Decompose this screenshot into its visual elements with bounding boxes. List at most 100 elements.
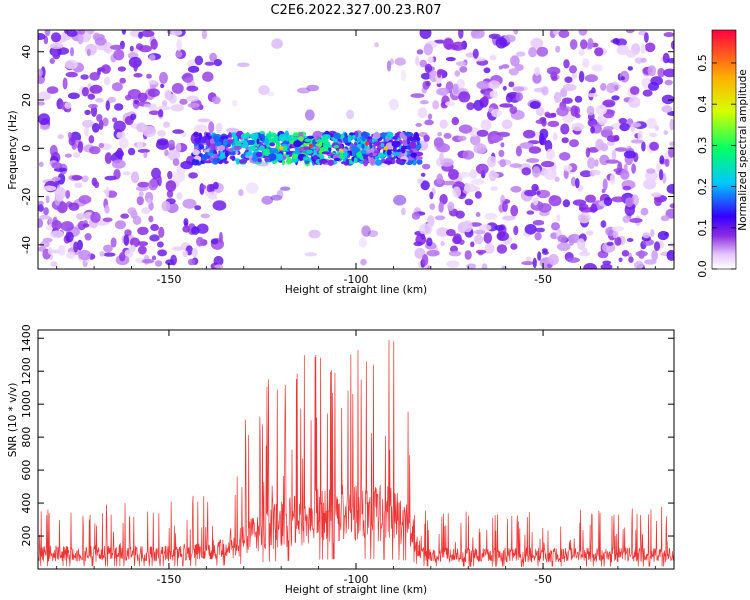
heatmap-cell	[487, 155, 497, 168]
heatmap-cell	[273, 135, 279, 142]
heatmap-cell	[267, 91, 275, 97]
heatmap-cell	[52, 176, 61, 182]
heatmap-cell	[641, 141, 646, 152]
heatmap-cell	[669, 141, 674, 147]
heatmap-cell	[147, 198, 152, 205]
heatmap-cell	[102, 117, 109, 127]
heatmap-cell	[618, 257, 623, 263]
heatmap-cell	[319, 147, 328, 151]
heatmap-cell	[490, 186, 498, 191]
heatmap-cell	[62, 77, 68, 90]
heatmap-cell	[564, 76, 573, 83]
heatmap-cell	[452, 186, 462, 198]
heatmap-cell	[133, 59, 139, 72]
heatmap-cell	[304, 252, 318, 257]
heatmap-cell	[43, 207, 49, 216]
heatmap-cell	[436, 173, 444, 185]
heatmap-cell	[668, 146, 674, 158]
heatmap-cell	[215, 122, 223, 134]
heatmap-cell	[39, 124, 50, 131]
heatmap-cell	[64, 102, 72, 109]
heatmap-cell	[642, 89, 653, 97]
heatmap-cell	[612, 37, 620, 45]
heatmap-cell	[143, 103, 152, 108]
heatmap-cell	[182, 72, 194, 83]
heatmap-cell	[186, 85, 199, 92]
heatmap-cell	[411, 212, 421, 220]
heatmap-cell	[38, 161, 44, 168]
heatmap-cell	[459, 66, 468, 73]
heatmap-cell	[146, 73, 152, 79]
heatmap-cell	[515, 92, 523, 102]
heatmap-cell	[574, 95, 583, 103]
heatmap-cell	[175, 142, 182, 153]
heatmap-cell	[640, 207, 649, 216]
x-tick-label: -50	[534, 573, 552, 586]
heatmap-cell	[409, 149, 413, 154]
heatmap-cell	[89, 84, 103, 94]
heatmap-cell	[578, 49, 585, 56]
heatmap-cell	[439, 152, 444, 164]
heatmap-cell	[415, 55, 420, 66]
heatmap-cell	[591, 64, 603, 72]
heatmap-cell	[187, 65, 200, 73]
spectrogram-x-axis-label: Height of straight line (km)	[285, 284, 427, 296]
heatmap-cell	[648, 132, 658, 138]
heatmap-cell	[401, 145, 406, 154]
heatmap-cell	[532, 166, 541, 178]
heatmap-cell	[282, 145, 288, 151]
heatmap-cell	[475, 212, 481, 217]
heatmap-cell	[88, 103, 98, 109]
heatmap-cell	[619, 70, 630, 83]
heatmap-cell	[657, 230, 669, 241]
heatmap-cell	[569, 39, 578, 50]
heatmap-cell	[96, 114, 103, 122]
heatmap-cell	[670, 40, 674, 50]
heatmap-cell	[176, 192, 183, 200]
heatmap-cell	[525, 256, 532, 262]
heatmap-cell	[352, 134, 356, 140]
heatmap-cell	[110, 237, 117, 248]
y-tick-label: -40	[20, 236, 33, 254]
x-tick-label: -150	[156, 273, 181, 286]
heatmap-cell	[213, 59, 223, 67]
heatmap-cell	[162, 100, 168, 107]
heatmap-cell	[333, 132, 342, 140]
heatmap-cell	[84, 126, 89, 137]
heatmap-cell	[218, 231, 223, 244]
heatmap-cell	[611, 149, 617, 160]
heatmap-cell	[474, 191, 482, 199]
heatmap-cell	[664, 79, 673, 86]
colorbar-gradient	[712, 30, 736, 269]
heatmap-cell	[158, 109, 164, 118]
colorbar-tick-label: 0.0	[696, 260, 709, 278]
heatmap-cell	[64, 59, 78, 70]
heatmap-cell	[457, 135, 467, 141]
heatmap-cell	[256, 138, 260, 145]
heatmap-cell	[107, 96, 116, 103]
heatmap-cell	[370, 156, 375, 165]
heatmap-cell	[47, 247, 53, 255]
snr-y-ticks: 200 400 600 800 1000 1200 1400	[20, 324, 674, 547]
heatmap-cell	[212, 200, 227, 211]
heatmap-cell	[81, 86, 89, 97]
heatmap-cell	[193, 131, 199, 138]
heatmap-cell	[182, 225, 190, 233]
heatmap-cell	[90, 211, 101, 223]
heatmap-cell	[268, 153, 277, 161]
heatmap-cell	[425, 80, 431, 87]
heatmap-cell	[423, 43, 433, 56]
snr-panel: -150 -100 -50 200 400 600 800 1000 1200 1400 Hei…	[7, 324, 675, 596]
y-tick-label: 800	[20, 427, 33, 448]
heatmap-cell	[650, 192, 662, 198]
y-tick-label: 0	[20, 145, 33, 152]
heatmap-cell	[619, 123, 630, 132]
heatmap-cell	[445, 57, 456, 62]
heatmap-cell	[496, 244, 508, 254]
heatmap-cell	[212, 157, 221, 163]
heatmap-cell	[124, 229, 132, 237]
heatmap-cell	[211, 96, 221, 105]
heatmap-cell	[191, 226, 200, 235]
heatmap-cell	[38, 68, 43, 77]
heatmap-cell	[595, 104, 608, 116]
